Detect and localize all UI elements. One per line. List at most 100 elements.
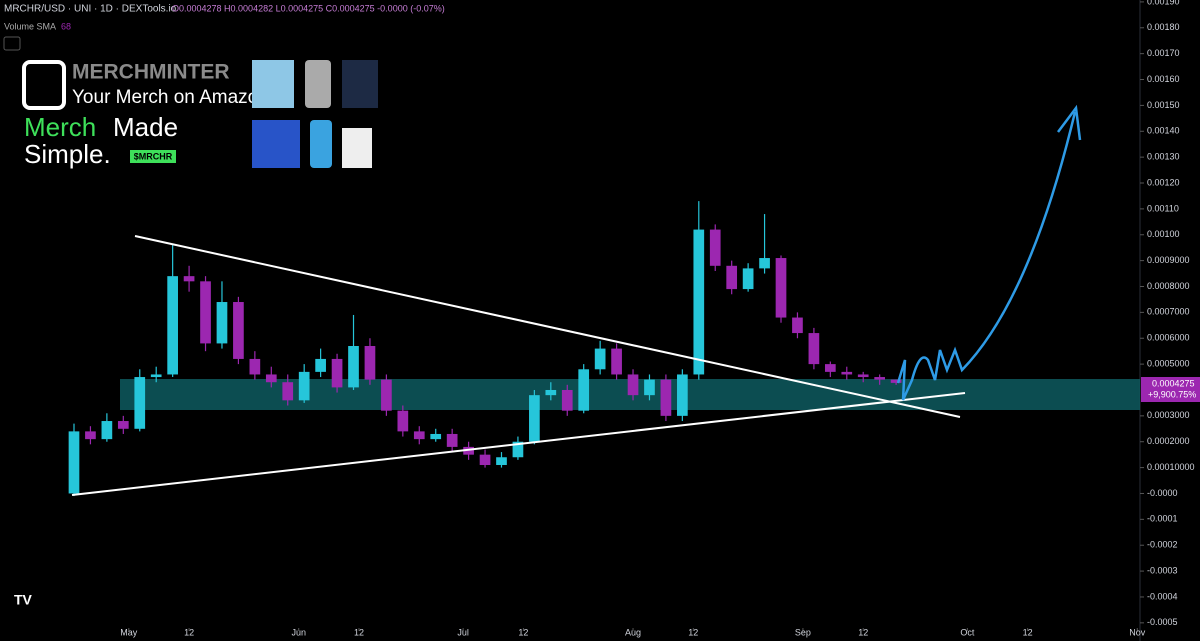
candle-body <box>265 374 277 383</box>
candle-body <box>775 258 787 318</box>
y-tick-label: -0.0005 <box>1147 617 1178 627</box>
last-change: +9,900.75% <box>1148 389 1196 399</box>
x-tick-label: Nov <box>1129 627 1146 637</box>
candle-body <box>446 433 458 447</box>
last-price: 0.0004275 <box>1152 378 1195 388</box>
y-tick-label: -0.0004 <box>1147 591 1178 601</box>
candle-body <box>792 317 803 334</box>
arrow-head <box>1057 104 1082 141</box>
product <box>310 120 332 168</box>
candle-body <box>496 457 507 466</box>
candle-body <box>298 371 310 401</box>
candle-body <box>824 364 836 372</box>
candle-body <box>808 333 820 365</box>
x-tick-label: 12 <box>858 627 868 637</box>
x-tick-label: Oct <box>960 627 975 637</box>
y-tick-label: 0.0009000 <box>1147 255 1190 265</box>
trendline <box>134 235 961 418</box>
candle-body <box>611 348 622 375</box>
candle-body <box>397 410 409 432</box>
candle-body <box>677 374 688 416</box>
candle-body <box>644 379 655 396</box>
y-tick-label: 0.0008000 <box>1147 281 1190 291</box>
ad-tagline: Your Merch on Amazon <box>72 87 269 108</box>
y-tick-label: 0.00160 <box>1147 74 1180 84</box>
candle-body <box>512 441 524 458</box>
candle-body <box>874 377 886 380</box>
product <box>252 120 300 168</box>
ad-banner: MERCHMINTER Your Merch on Amazon Merch M… <box>22 60 378 169</box>
candle-body <box>150 374 162 378</box>
projection-arrow <box>896 111 1077 401</box>
y-tick-label: -0.0002 <box>1147 540 1178 550</box>
candle-body <box>759 258 770 269</box>
product <box>305 60 331 108</box>
candle-body <box>693 229 705 375</box>
candle-body <box>282 382 294 401</box>
candle-body <box>594 348 606 370</box>
indicator-label: Volume SMA <box>4 21 56 31</box>
candle-body <box>216 302 228 344</box>
product <box>252 60 294 108</box>
symbol-title: MRCHR/USD · UNI · 1D · DEXTools.io <box>4 4 177 15</box>
candle-body <box>315 358 326 372</box>
x-tick-label: 12 <box>688 627 698 637</box>
candle-body <box>101 421 113 440</box>
y-tick-label: 0.0002000 <box>1147 436 1190 446</box>
candle-body <box>68 431 80 494</box>
candle-body <box>627 374 639 396</box>
tv-logo: TV <box>14 592 33 608</box>
collapse-button[interactable] <box>3 36 21 51</box>
y-tick-label: 0.0007000 <box>1147 307 1190 317</box>
ad-brand: MERCHMINTER <box>72 61 230 84</box>
y-tick-label: 0.0005000 <box>1147 358 1190 368</box>
candle-body <box>85 431 96 440</box>
ad-headline: Merch <box>24 112 96 142</box>
indicator-value: 68 <box>61 21 71 31</box>
x-tick-label: Jun <box>291 627 306 637</box>
candles <box>68 201 902 497</box>
product <box>342 128 372 168</box>
candle-body <box>249 358 261 375</box>
candle-body <box>200 281 211 344</box>
candle-body <box>726 265 738 290</box>
x-tick-label: Sep <box>795 627 811 637</box>
ad-headline: Simple. <box>24 139 111 169</box>
y-tick-label: 0.0003000 <box>1147 410 1190 420</box>
candle-body <box>413 431 425 440</box>
trendline <box>71 392 966 496</box>
ad-headline: Made <box>113 112 178 142</box>
y-tick-label: 0.00120 <box>1147 177 1180 187</box>
product <box>342 60 378 108</box>
ohlc: O0.0004278 H0.0004282 L0.0004275 C0.0004… <box>172 3 445 13</box>
x-tick-label: 12 <box>1023 627 1033 637</box>
y-tick-label: 0.00180 <box>1147 22 1180 32</box>
candle-body <box>660 379 672 416</box>
x-tick-label: Aug <box>625 627 641 637</box>
candle-body <box>117 421 129 429</box>
candle-body <box>841 371 853 375</box>
y-tick-label: -0.0003 <box>1147 565 1178 575</box>
candle-body <box>348 346 359 388</box>
candle-body <box>331 358 343 388</box>
y-tick-label: 0.00170 <box>1147 48 1180 58</box>
candle-body <box>857 374 869 378</box>
x-tick-label: 12 <box>184 627 194 637</box>
ad-ticker-bg <box>130 150 176 163</box>
y-tick-label: -0.0001 <box>1147 514 1178 524</box>
price-label-bg <box>1141 377 1200 402</box>
x-tick-label: Jul <box>457 627 469 637</box>
y-tick-label: 0.00140 <box>1147 126 1180 136</box>
y-tick-label: 0.00130 <box>1147 152 1180 162</box>
y-tick-label: 0.00100 <box>1147 229 1180 239</box>
candle-body <box>890 379 902 383</box>
y-tick-label: 0.00190 <box>1147 0 1180 6</box>
candle-body <box>430 433 442 440</box>
logo <box>22 60 66 110</box>
candle-body <box>709 229 721 266</box>
x-tick-label: 12 <box>518 627 528 637</box>
candle-body <box>561 389 573 411</box>
candle-body <box>134 377 146 429</box>
y-tick-label: -0.0000 <box>1147 488 1178 498</box>
